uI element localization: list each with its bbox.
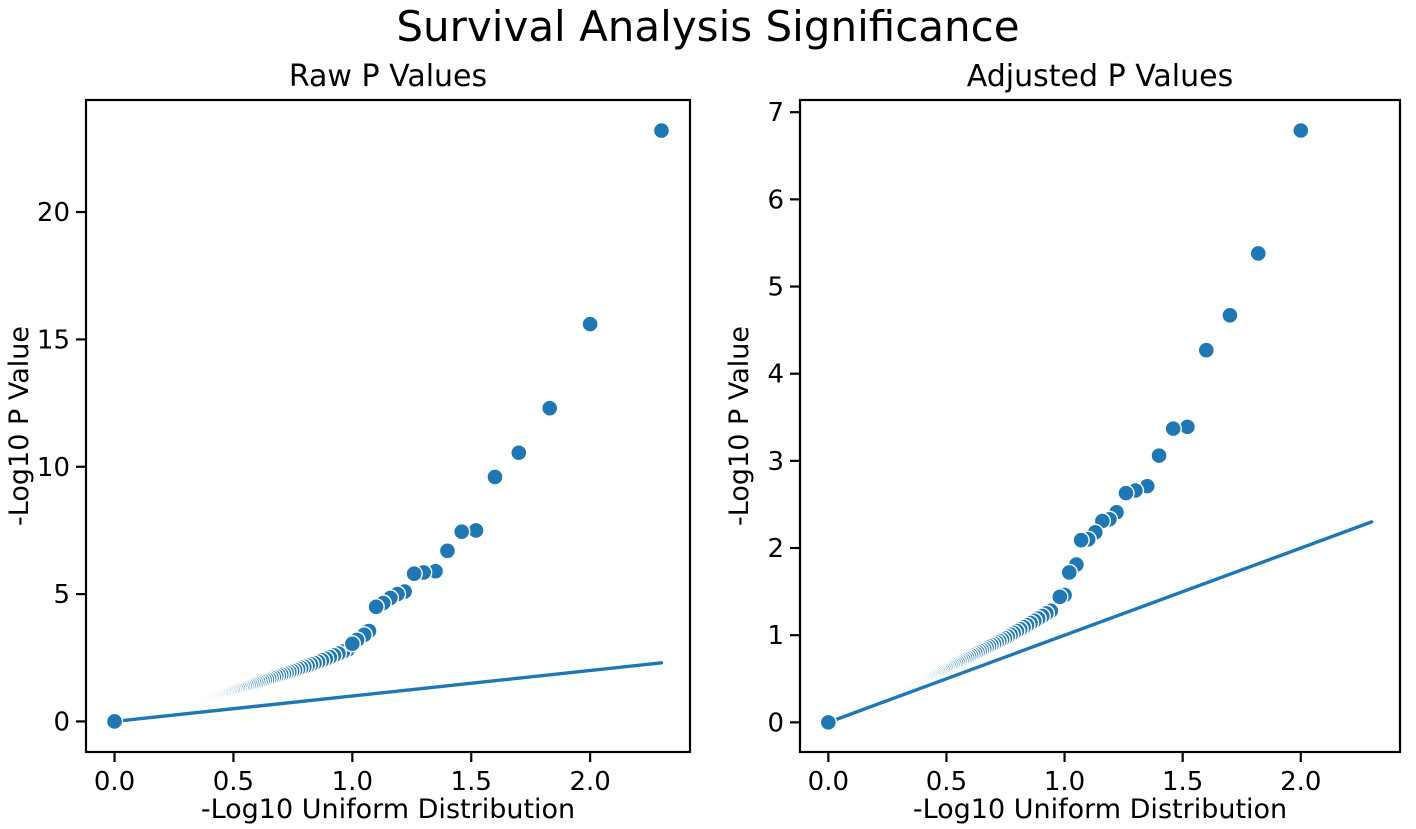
svg-text:0.0: 0.0 <box>808 767 849 797</box>
raw-qq-plot-area: 0.0 0.5 1.0 1.5 2.0 0 5 10 15 20 <box>37 98 692 797</box>
svg-text:10: 10 <box>37 453 70 483</box>
raw-y-axis-label: -Log10 P Value <box>4 326 35 526</box>
figure-title: Survival Analysis Significance <box>396 2 1020 51</box>
svg-text:2.0: 2.0 <box>1280 767 1321 797</box>
svg-text:0.5: 0.5 <box>926 767 967 797</box>
raw-x-axis-label: -Log10 Uniform Distribution <box>201 794 575 825</box>
svg-text:1.5: 1.5 <box>1162 767 1203 797</box>
adjusted-y-axis-label: -Log10 P Value <box>724 326 755 526</box>
svg-text:3: 3 <box>767 447 784 477</box>
svg-text:7: 7 <box>767 98 784 128</box>
svg-text:5: 5 <box>53 580 70 610</box>
svg-text:4: 4 <box>767 360 784 390</box>
svg-text:15: 15 <box>37 325 70 355</box>
raw-pvalues-subplot: Raw P Values -Log10 Uniform Distribution… <box>4 59 692 825</box>
svg-text:0: 0 <box>767 708 784 738</box>
svg-text:2: 2 <box>767 534 784 564</box>
adjusted-plot-title: Adjusted P Values <box>967 59 1233 94</box>
svg-text:5: 5 <box>767 273 784 303</box>
adjusted-pvalues-subplot: Adjusted P Values -Log10 Uniform Distrib… <box>724 59 1402 825</box>
svg-text:1.5: 1.5 <box>451 767 492 797</box>
svg-text:20: 20 <box>37 198 70 228</box>
svg-text:6: 6 <box>767 185 784 215</box>
svg-text:1: 1 <box>767 621 784 651</box>
svg-text:1.0: 1.0 <box>1044 767 1085 797</box>
svg-text:0.0: 0.0 <box>94 767 135 797</box>
svg-text:1.0: 1.0 <box>332 767 373 797</box>
adjusted-x-axis-label: -Log10 Uniform Distribution <box>913 794 1287 825</box>
svg-text:0: 0 <box>53 707 70 737</box>
raw-plot-title: Raw P Values <box>289 59 487 94</box>
svg-text:2.0: 2.0 <box>569 767 610 797</box>
svg-text:0.5: 0.5 <box>213 767 254 797</box>
adjusted-qq-plot-area: 0.0 0.5 1.0 1.5 2.0 0 1 2 3 4 5 6 7 <box>767 98 1402 797</box>
